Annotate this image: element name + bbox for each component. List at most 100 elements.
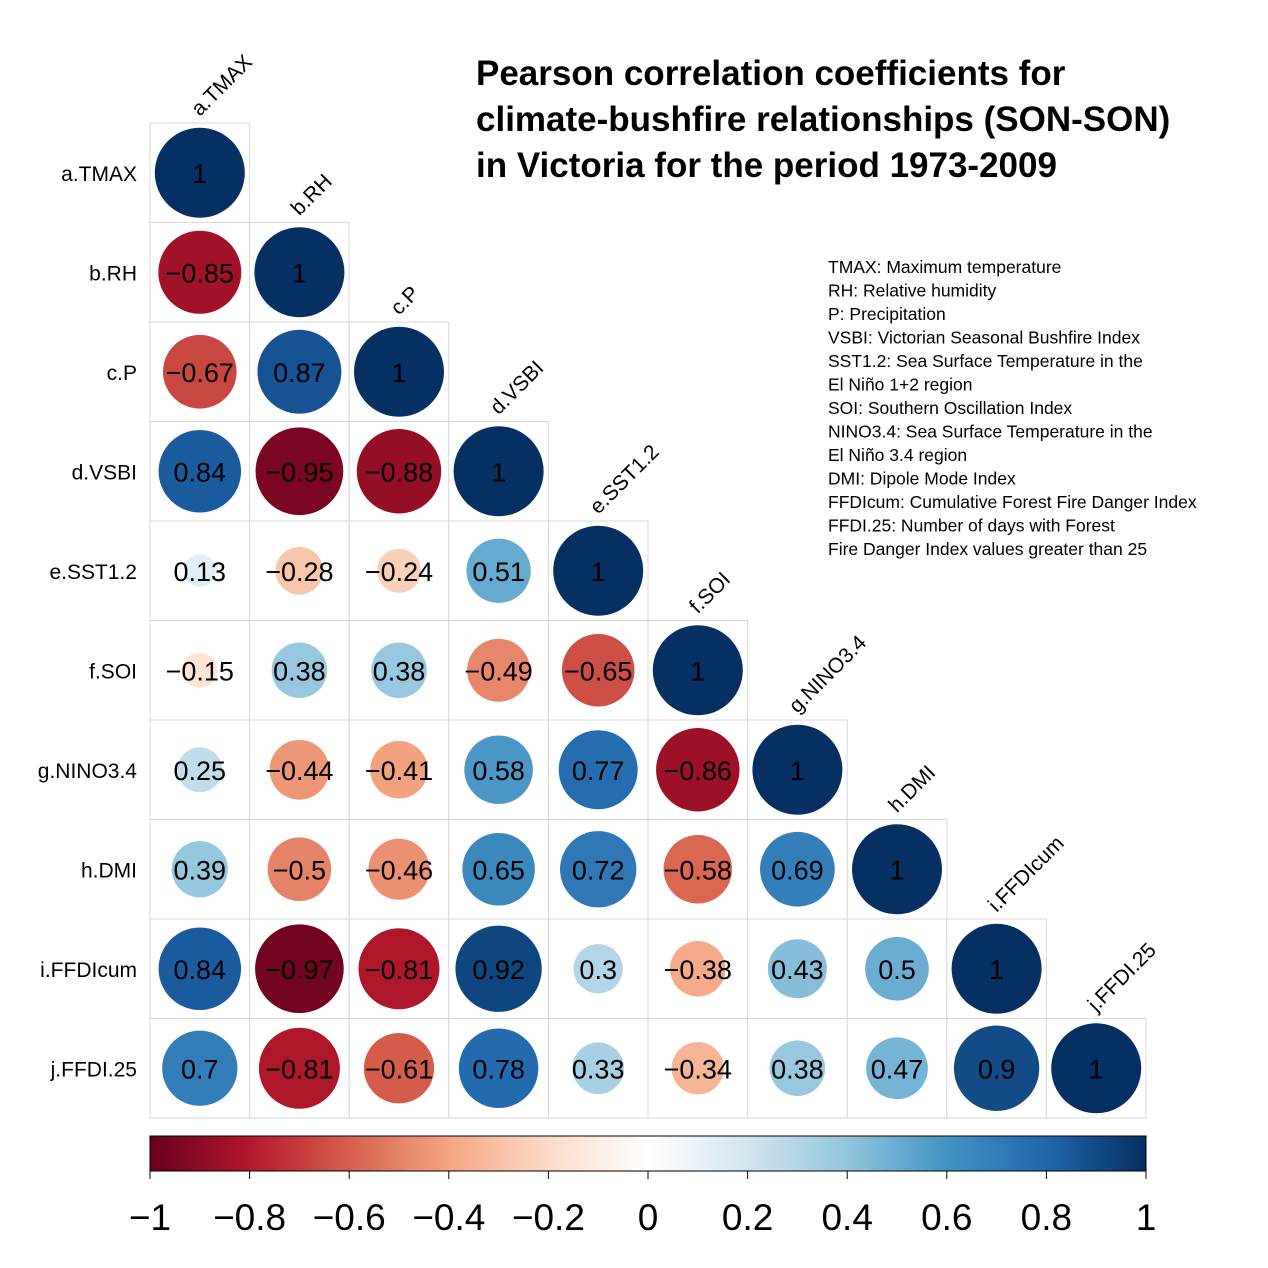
correlation-circle	[752, 724, 843, 815]
correlation-value: 0.38	[373, 656, 426, 686]
correlation-value: 1	[192, 159, 207, 189]
correlation-value: −0.81	[365, 955, 433, 985]
colorbar-tick-label: −0.4	[412, 1197, 485, 1238]
legend-line: P: Precipitation	[828, 304, 946, 324]
correlation-circle	[368, 838, 430, 900]
abbreviation-legend: TMAX: Maximum temperature RH: Relative hu…	[828, 257, 1197, 559]
colorbar-tick-label: −0.6	[313, 1197, 386, 1238]
legend-line: DMI: Dipole Mode Index	[828, 469, 1016, 489]
title-line: Pearson correlation coefficients for	[476, 54, 1066, 93]
column-label: f.SOI	[685, 568, 735, 618]
correlation-circle	[561, 633, 635, 707]
correlation-value: 1	[491, 457, 506, 487]
title-line: in Victoria for the period 1973-2009	[476, 146, 1057, 185]
correlation-circle	[462, 832, 535, 906]
legend-line: SOI: Southern Oscillation Index	[828, 398, 1072, 418]
correlation-value: 0.43	[771, 955, 824, 985]
column-label: h.DMI	[884, 761, 940, 817]
correlation-value: 0.77	[572, 756, 625, 786]
correlation-value: 0.33	[572, 1054, 625, 1084]
correlation-circle	[951, 923, 1042, 1014]
correlation-value: −0.41	[365, 756, 433, 786]
correlation-value: 0.69	[771, 855, 824, 885]
correlation-value: 0.92	[472, 955, 525, 985]
column-label: g.NINO3.4	[785, 631, 872, 718]
correlation-circle	[464, 735, 533, 805]
correlation-value: −0.15	[166, 656, 234, 686]
row-label: g.NINO3.4	[38, 760, 138, 783]
correlation-value: −0.49	[464, 656, 532, 686]
correlation-value: −0.88	[365, 457, 433, 487]
correlation-circle	[1051, 1023, 1142, 1114]
legend-line: SST1.2: Sea Surface Temperature in the	[828, 351, 1143, 371]
correlation-value: 0.47	[871, 1054, 924, 1084]
colorbar-tick-label: 0.8	[1021, 1197, 1072, 1238]
correlation-circle	[553, 525, 644, 616]
correlation-value: 0.58	[472, 756, 525, 786]
correlation-circle	[572, 1042, 625, 1095]
row-label: d.VSBI	[72, 461, 137, 484]
correlation-value: 1	[292, 258, 307, 288]
column-label: d.VSBI	[486, 357, 548, 419]
correlation-circle	[769, 1040, 826, 1096]
column-label: i.FFDIcum	[984, 832, 1069, 917]
correlation-circle	[466, 538, 531, 603]
correlation-value: 0.25	[174, 756, 227, 786]
correlation-value: −0.85	[166, 258, 234, 288]
colorbar-tick-label: 0.6	[921, 1197, 972, 1238]
correlation-value: −0.86	[664, 756, 732, 786]
row-label: b.RH	[89, 262, 137, 285]
correlation-circle	[358, 928, 440, 1010]
correlation-circle	[255, 924, 344, 1014]
correlation-value: −0.65	[564, 656, 632, 686]
correlation-value: −0.5	[273, 855, 326, 885]
row-label: e.SST1.2	[49, 561, 137, 584]
column-label: e.SST1.2	[585, 440, 663, 518]
correlation-circle	[162, 1030, 238, 1106]
legend-line: RH: Relative humidity	[828, 281, 996, 301]
correlation-value: 1	[790, 756, 805, 786]
legend-line: FFDI.25: Number of days with Forest	[828, 516, 1115, 536]
legend-line: FFDIcum: Cumulative Forest Fire Danger I…	[828, 492, 1197, 512]
correlation-value: −0.81	[265, 1054, 333, 1084]
correlation-value: 0.39	[174, 855, 227, 885]
correlation-circle	[670, 941, 726, 997]
correlation-value: 0.7	[181, 1054, 219, 1084]
correlation-circle	[652, 625, 743, 716]
correlation-circle	[852, 824, 942, 915]
correlation-circle	[866, 1037, 928, 1100]
colorbar-tick-label: −1	[129, 1197, 171, 1238]
column-label: j.FFDI.25	[1083, 939, 1161, 1017]
correlation-circle	[356, 429, 442, 514]
column-label: b.RH	[287, 170, 337, 220]
correlation-value: 1	[391, 358, 406, 388]
correlation-circle	[158, 230, 242, 314]
correlation-value: −0.24	[365, 557, 433, 587]
correlation-value: −0.44	[265, 756, 333, 786]
row-label: a.TMAX	[61, 163, 137, 186]
correlation-circle	[255, 427, 344, 516]
legend-line: El Niño 3.4 region	[828, 445, 967, 465]
correlation-value: 0.3	[579, 955, 617, 985]
row-label: h.DMI	[81, 859, 137, 882]
correlation-circle	[371, 642, 427, 698]
correlation-circle	[953, 1025, 1040, 1111]
correlation-circle	[671, 1042, 725, 1095]
correlation-circle	[275, 546, 324, 595]
colorbar-tick-label: 0.2	[722, 1197, 773, 1238]
title-line: climate-bushfire relationships (SON-SON)	[476, 100, 1170, 139]
correlation-value: 0.84	[174, 457, 227, 487]
correlation-circle	[760, 831, 835, 907]
colorbar-tick-label: 1	[1136, 1197, 1157, 1238]
correlation-circle	[560, 831, 637, 908]
correlation-value: 0.9	[978, 1054, 1016, 1084]
colorbar: −1 −0.8 −0.6 −0.4 −0.2 0 0.2 0.4 0.6 0.8 1	[129, 1135, 1157, 1238]
colorbar-tick-label: 0	[638, 1197, 659, 1238]
correlation-value: 0.38	[273, 656, 326, 686]
correlation-circle	[271, 642, 328, 698]
correlation-circle	[370, 740, 428, 799]
correlation-circle	[158, 927, 242, 1010]
correlation-circle	[257, 329, 342, 414]
correlation-value: 0.72	[572, 855, 625, 885]
